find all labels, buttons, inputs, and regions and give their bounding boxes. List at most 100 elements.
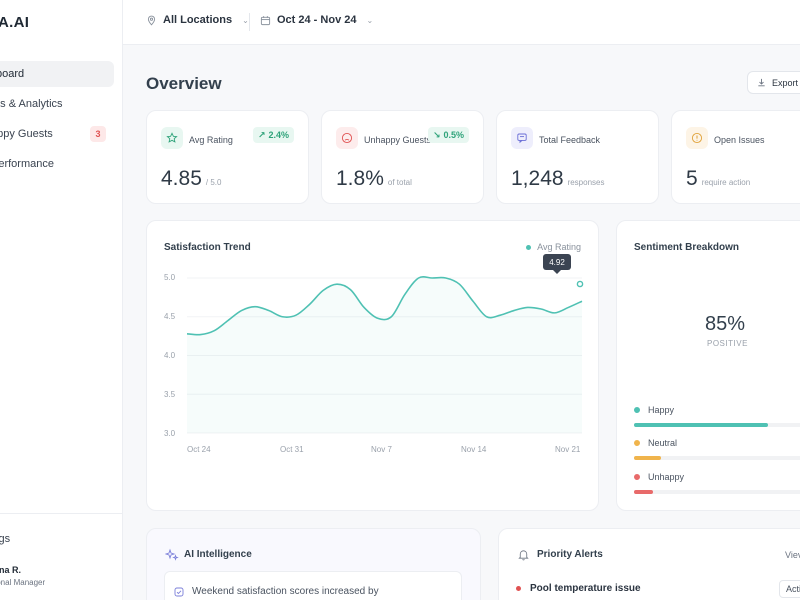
sentiment-bar-track (634, 490, 800, 494)
trend-point (444, 276, 448, 280)
kpi-subtext: responses (567, 178, 605, 187)
trend-point (362, 305, 366, 309)
sidebar-item-settings[interactable]: ings (0, 533, 11, 545)
ai-insight-text: Weekend satisfaction scores increased by (192, 586, 379, 597)
sparkle-icon (165, 548, 179, 561)
sentiment-label: Unhappy (648, 472, 685, 482)
sidebar-item-insights[interactable]: hts & Analytics (0, 91, 114, 117)
card-title: Satisfaction Trend (164, 242, 251, 253)
trend-end-marker (576, 280, 584, 288)
trend-down-icon: ↘ (432, 129, 441, 140)
legend-dot (634, 407, 640, 413)
alert-circle-icon (686, 127, 708, 149)
trend-point (498, 313, 502, 317)
location-filter[interactable]: All Locations ⌄ (146, 14, 249, 26)
kpi-label: Avg Rating (189, 135, 233, 145)
export-button[interactable]: Export I (747, 71, 800, 94)
sidebar: A.AI board hts & Analytics appy Guests 3… (0, 0, 123, 600)
sidebar-item-label: appy Guests (0, 128, 53, 140)
trend-point (566, 305, 570, 309)
star-icon (161, 127, 183, 149)
x-tick-label: Nov 7 (371, 445, 392, 454)
positive-label: POSITIVE (707, 339, 748, 348)
chevron-down-icon: ⌄ (366, 15, 374, 25)
alert-action-button[interactable]: Acti (779, 580, 800, 598)
legend-dot (634, 440, 640, 446)
positive-percent: 85% (705, 313, 746, 335)
user-role: gional Manager (0, 578, 46, 587)
sentiment-bar-happy (634, 423, 769, 427)
page-title: Overview (146, 74, 222, 93)
kpi-value: 1,248 responses (511, 167, 604, 191)
y-tick-label: 3.5 (164, 390, 176, 399)
kpi-value: 1.8% of total (336, 167, 412, 191)
x-tick-label: Oct 24 (187, 445, 211, 454)
trend-point (485, 315, 489, 319)
kpi-card-open-issues[interactable]: Open Issues 5 require action (671, 110, 800, 204)
kpi-subtext: require action (701, 178, 751, 187)
kpi-subtext: / 5.0 (205, 178, 222, 187)
trend-point (199, 333, 203, 337)
top-bar: All Locations ⌄ Oct 24 - Nov 24 ⌄ (123, 0, 800, 45)
count-badge: 3 (90, 126, 106, 142)
kpi-value: 5 require action (686, 167, 750, 191)
kpi-value-number: 5 (686, 167, 698, 190)
sidebar-divider (0, 513, 123, 514)
trend-point (267, 309, 271, 313)
trend-area (187, 276, 582, 433)
date-range-filter[interactable]: Oct 24 - Nov 24 ⌄ (260, 14, 373, 26)
chart-legend: Avg Rating (526, 242, 581, 252)
sidebar-item-dashboard[interactable]: board (0, 61, 114, 87)
trend-point (308, 302, 312, 306)
kpi-card-unhappy-guests[interactable]: Unhappy Guests ↘ 0.5% 1.8% of total (321, 110, 484, 204)
trend-value: 0.5% (443, 130, 464, 140)
trend-point (212, 329, 216, 333)
kpi-card-avg-rating[interactable]: Avg Rating ↗ 2.4% 4.85/ 5.0 (146, 110, 309, 204)
alert-dot (516, 586, 521, 591)
trend-point (580, 299, 584, 303)
chart-tooltip: 4.92 (543, 254, 571, 274)
trend-point (335, 282, 339, 286)
sentiment-bar-track (634, 423, 800, 427)
message-icon (511, 127, 533, 149)
trend-badge: ↘ 0.5% (427, 127, 469, 143)
export-button-label: Export I (772, 77, 800, 88)
sidebar-item-label: hts & Analytics (0, 98, 63, 110)
bell-icon (518, 550, 529, 561)
view-all-link[interactable]: Viev (785, 550, 800, 560)
sentiment-row-unhappy: Unhappy (634, 472, 684, 482)
trend-point (294, 313, 298, 317)
insight-icon (174, 587, 184, 597)
card-title: Priority Alerts (537, 549, 603, 560)
ai-insight-item[interactable]: Weekend satisfaction scores increased by (164, 571, 462, 600)
trend-point (539, 307, 543, 311)
y-tick-label: 4.5 (164, 312, 176, 321)
sentiment-label: Happy (648, 405, 675, 415)
sidebar-item-performance[interactable]: Performance (0, 151, 114, 177)
trend-point (403, 292, 407, 296)
trend-point (239, 309, 243, 313)
sidebar-item-label: board (0, 68, 25, 80)
trend-point (185, 332, 189, 336)
location-filter-label: All Locations (163, 14, 233, 26)
kpi-label: Open Issues (714, 135, 765, 145)
trend-chart (185, 276, 584, 434)
card-title: Sentiment Breakdown (634, 242, 740, 253)
sidebar-item-unhappy-guests[interactable]: appy Guests 3 (0, 121, 114, 147)
trend-point (321, 288, 325, 292)
sentiment-bar-unhappy (634, 490, 653, 494)
trend-point (471, 299, 475, 303)
sentiment-label: Neutral (648, 438, 678, 448)
sentiment-bar-track (634, 456, 800, 460)
location-pin-icon (147, 15, 156, 25)
kpi-card-total-feedback[interactable]: Total Feedback 1,248 responses (496, 110, 659, 204)
trend-value: 2.4% (268, 130, 289, 140)
legend-dot (634, 474, 640, 480)
kpi-label: Unhappy Guests (364, 135, 432, 145)
alert-item[interactable]: Pool temperature issue (516, 583, 641, 594)
kpi-subtext: of total (387, 178, 412, 187)
trend-up-icon: ↗ (257, 129, 266, 140)
trend-point (280, 315, 284, 319)
brand-logo: A.AI (0, 14, 30, 31)
sentiment-bar-neutral (634, 456, 662, 460)
